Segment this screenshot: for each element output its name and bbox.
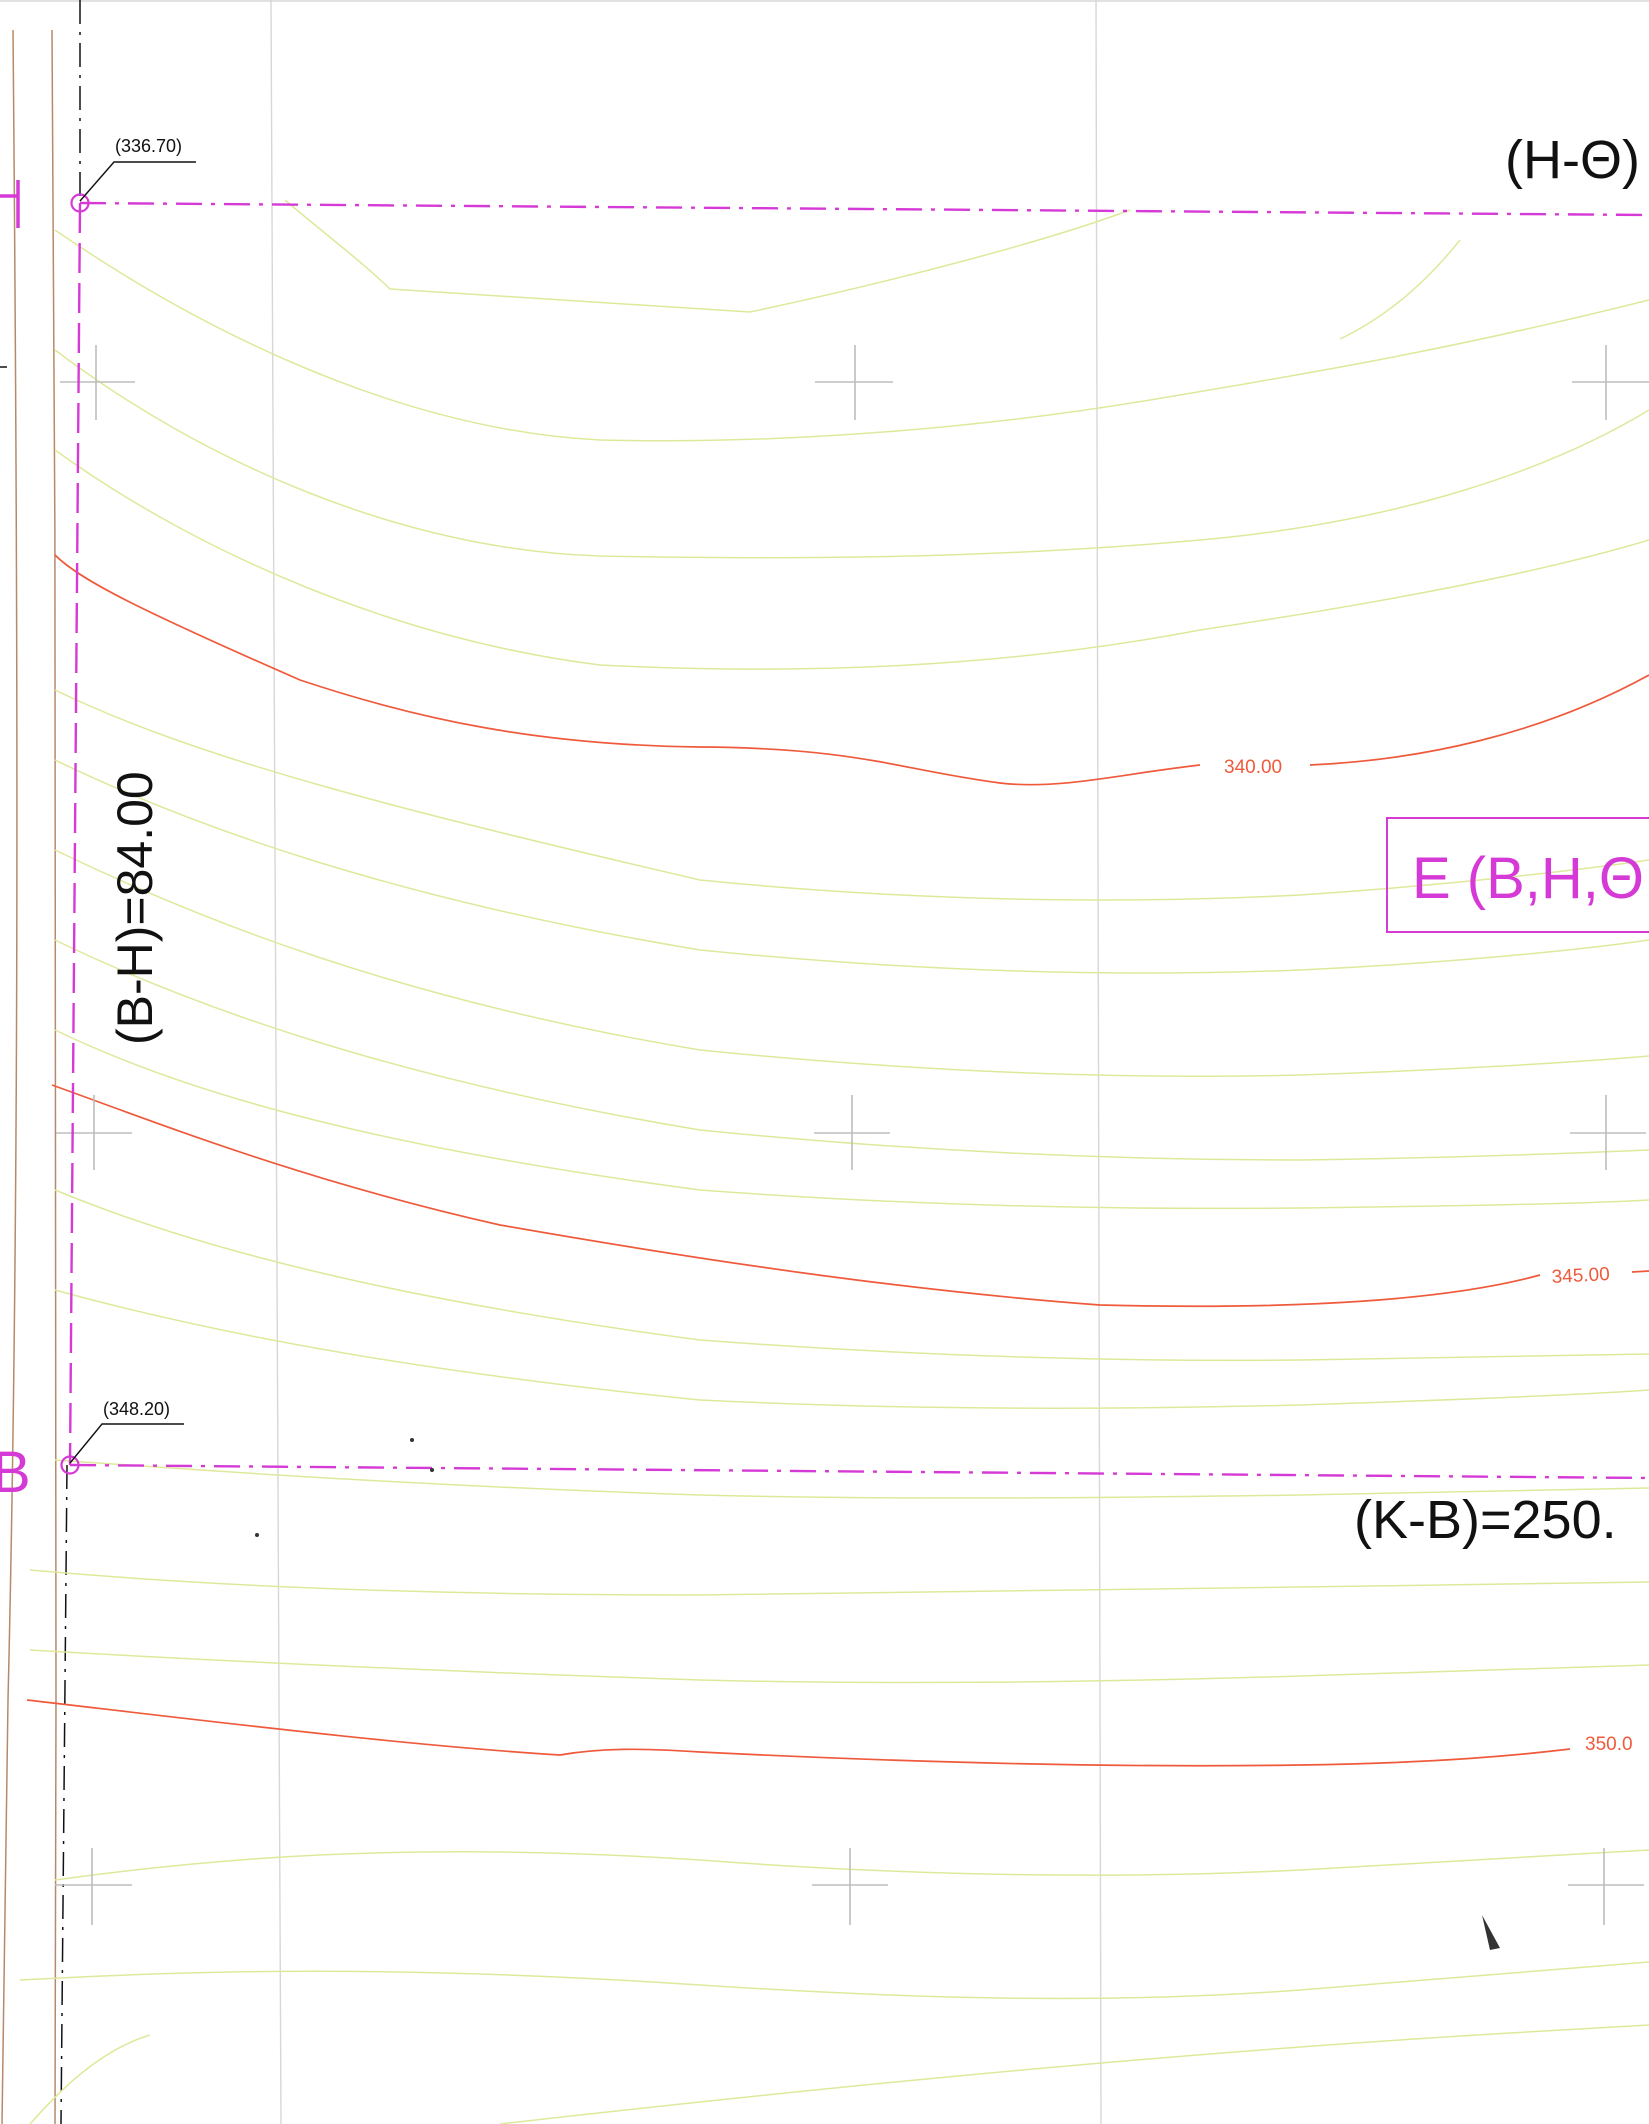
- point-H-letter-stub: [0, 180, 20, 228]
- point-B-elevation: (348.20): [103, 1399, 170, 1419]
- scan-marks: [255, 1438, 1500, 1950]
- grid-crosses: [55, 345, 1649, 1925]
- contour-345: [51, 1084, 1541, 1308]
- point-B-letter: B: [0, 1440, 31, 1505]
- parcel-label-text: E (B,H,Θ: [1412, 846, 1644, 911]
- road-edges: [1, 29, 58, 2124]
- grid-cross: [55, 1848, 132, 1925]
- grid-cross: [814, 1095, 890, 1170]
- contour-340: [54, 554, 1649, 786]
- parcel-label-box: [1386, 817, 1649, 933]
- grid-cross: [815, 345, 893, 420]
- axis-line: [60, 0, 81, 2124]
- grid-cross: [1572, 345, 1649, 420]
- parcel-label: E (B,H,Θ: [1386, 817, 1649, 933]
- point-B: B (348.20): [0, 1399, 184, 1505]
- parcel-boundary: [68, 201, 1649, 1480]
- point-B-circle: [60, 1455, 80, 1475]
- grid-cross: [1568, 1848, 1644, 1925]
- dimension-k-b: (K-B)=250.: [1354, 1490, 1617, 1550]
- contour-345-tail: [1631, 1270, 1649, 1273]
- point-H-circle: [70, 193, 90, 213]
- grid-cross: [56, 1095, 132, 1170]
- contour-label-350: 350.0: [1585, 1734, 1633, 1755]
- boundary-left: [68, 202, 82, 1466]
- road-edge-outer: [1, 29, 18, 2124]
- point-H: (336.70): [0, 136, 196, 228]
- grid-cross: [60, 345, 135, 420]
- major-contours: [26, 554, 1649, 1767]
- boundary-top: [79, 201, 1649, 217]
- dimension-b-h: (B-H)=84.00: [107, 771, 163, 1045]
- boundary-bottom: [69, 1463, 1649, 1480]
- grid-cross: [812, 1848, 888, 1925]
- point-H-leader: [79, 161, 196, 202]
- contour-label-340: 340.00: [1224, 757, 1282, 778]
- road-edge-inner: [51, 29, 58, 2124]
- minor-contours: [19, 199, 1649, 2124]
- grid-cross: [1570, 1095, 1646, 1170]
- point-B-leader: [69, 1423, 184, 1464]
- point-H-elevation: (336.70): [115, 136, 182, 156]
- contour-label-345: 345.00: [1551, 1264, 1610, 1288]
- contour-350: [26, 1699, 1571, 1767]
- dimension-h-theta: (H-Θ): [1505, 130, 1640, 190]
